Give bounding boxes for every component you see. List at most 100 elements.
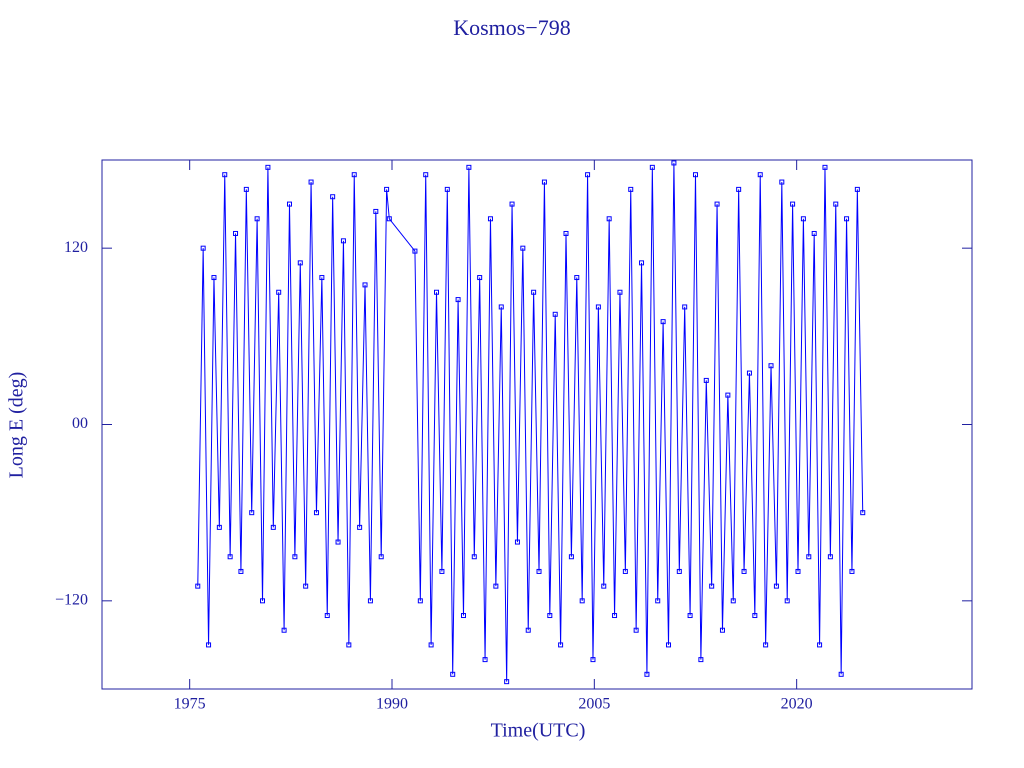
plot-frame: [101, 159, 973, 690]
data-point: [487, 216, 493, 222]
data-point: [335, 539, 341, 545]
data-point: [660, 319, 666, 325]
data-point: [455, 297, 461, 303]
data-point: [330, 194, 336, 200]
data-point: [552, 311, 558, 317]
data-point: [795, 568, 801, 574]
data-point: [270, 524, 276, 530]
data-point: [233, 230, 239, 236]
data-point: [303, 583, 309, 589]
data-point: [639, 260, 645, 266]
data-point: [757, 172, 763, 178]
data-point: [466, 164, 472, 170]
data-point: [541, 179, 547, 185]
data-point: [617, 289, 623, 295]
data-point: [622, 568, 628, 574]
data-point: [308, 179, 314, 185]
data-point: [649, 164, 655, 170]
y-tick-label: 120: [64, 239, 88, 256]
data-point: [763, 642, 769, 648]
data-point: [444, 186, 450, 192]
x-tick-label: 1975: [174, 696, 206, 713]
data-point: [482, 657, 488, 663]
data-point: [514, 539, 520, 545]
data-point: [200, 245, 206, 251]
data-point: [585, 172, 591, 178]
data-point: [827, 554, 833, 560]
data-point: [838, 671, 844, 677]
data-point: [601, 583, 607, 589]
data-point: [844, 216, 850, 222]
y-axis-label: Long E (deg): [6, 372, 28, 479]
data-point: [324, 613, 330, 619]
data-point: [340, 238, 346, 244]
data-point: [773, 583, 779, 589]
data-point: [687, 613, 693, 619]
data-point: [768, 363, 774, 369]
data-point: [386, 216, 392, 222]
data-point: [719, 627, 725, 633]
data-point: [833, 201, 839, 207]
data-point: [297, 260, 303, 266]
data-point: [434, 289, 440, 295]
data-point: [460, 613, 466, 619]
data-point: [520, 245, 526, 251]
x-axis-label: Time(UTC): [491, 720, 586, 742]
data-point: [790, 201, 796, 207]
data-point: [373, 208, 379, 214]
data-point: [709, 583, 715, 589]
data-point: [736, 186, 742, 192]
data-point: [471, 554, 477, 560]
data-point: [525, 627, 531, 633]
data-point: [249, 510, 255, 516]
data-point: [746, 370, 752, 376]
data-point: [854, 186, 860, 192]
data-point: [423, 172, 429, 178]
data-point: [531, 289, 537, 295]
data-point: [682, 304, 688, 310]
data-point: [628, 186, 634, 192]
data-point: [477, 275, 483, 281]
data-point: [260, 598, 266, 604]
data-point: [558, 642, 564, 648]
data-point: [860, 510, 866, 516]
data-point: [547, 613, 553, 619]
data-point: [806, 554, 812, 560]
data-point: [741, 568, 747, 574]
data-point: [243, 186, 249, 192]
data-point: [254, 216, 260, 222]
data-point: [666, 642, 672, 648]
data-point: [313, 510, 319, 516]
data-point: [276, 289, 282, 295]
y-tick-label: 00: [72, 415, 88, 432]
data-point: [612, 613, 618, 619]
data-point: [216, 524, 222, 530]
data-point: [238, 568, 244, 574]
data-point: [367, 598, 373, 604]
x-tick-label: 2005: [578, 696, 610, 713]
data-point: [357, 524, 363, 530]
data-point: [633, 627, 639, 633]
data-point: [822, 164, 828, 170]
data-point: [849, 568, 855, 574]
data-point: [590, 657, 596, 663]
data-point: [644, 671, 650, 677]
data-point: [222, 172, 228, 178]
data-point: [536, 568, 542, 574]
data-point: [346, 642, 352, 648]
data-point: [655, 598, 661, 604]
data-point: [817, 642, 823, 648]
data-point: [281, 627, 287, 633]
y-tick-label: −120: [55, 592, 88, 609]
data-point: [493, 583, 499, 589]
data-point: [574, 275, 580, 281]
data-point: [378, 554, 384, 560]
data-point: [417, 598, 423, 604]
data-point: [206, 642, 212, 648]
data-point: [595, 304, 601, 310]
data-line: [197, 162, 864, 682]
data-point: [606, 216, 612, 222]
data-point: [265, 164, 271, 170]
data-point: [498, 304, 504, 310]
chart-title: Kosmos−798: [453, 15, 571, 40]
